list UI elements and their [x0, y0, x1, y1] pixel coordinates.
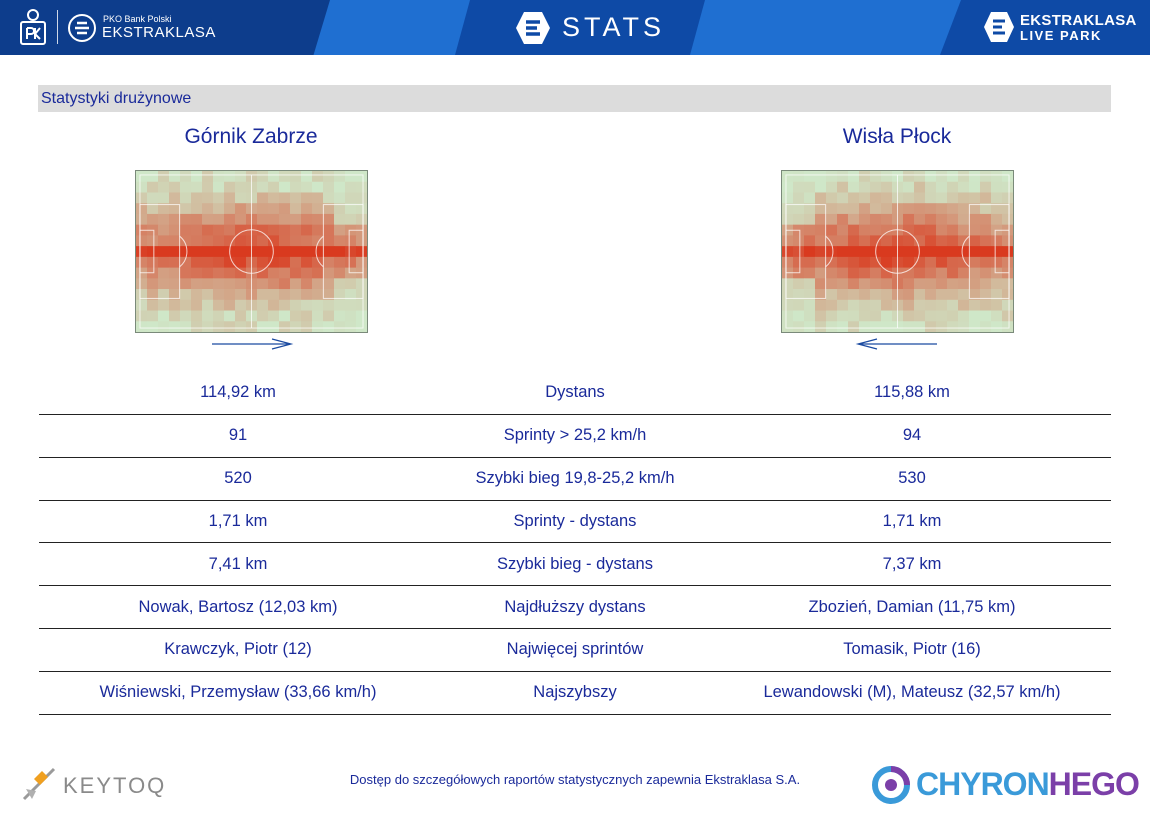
away-heatmap [781, 170, 1014, 333]
stats-row: 114,92 km Dystans 115,88 km [39, 371, 1111, 415]
bank-label: PKO Bank Polski [103, 14, 172, 24]
stat-home-value: 114,92 km [200, 383, 276, 401]
stat-label: Sprinty - dystans [513, 511, 637, 530]
stat-label: Sprinty > 25,2 km/h [503, 426, 647, 445]
stat-label: Dystans [545, 383, 605, 401]
chyronhego-logo-icon [872, 766, 910, 804]
stat-home-value: 91 [228, 426, 248, 445]
ekstraklasa-shield-icon [68, 14, 96, 42]
stat-label: Najszybszy [533, 683, 617, 702]
away-direction-arrow-icon [855, 338, 937, 350]
stat-away-value: Tomasik, Piotr (16) [843, 640, 981, 659]
stat-home-value: 520 [224, 469, 252, 488]
keytoq-logo-text: KEYTOQ [63, 773, 167, 798]
stat-away-value: 94 [902, 426, 922, 445]
away-team-name: Wisła Płock [842, 125, 952, 148]
stat-away-value: Lewandowski (M), Mateusz (32,57 km/h) [763, 683, 1061, 702]
app-title: STATS [562, 12, 666, 42]
livepark-title: EKSTRAKLASA [1020, 12, 1137, 29]
footer-note: Dostęp do szczegółowych raportów statyst… [349, 772, 801, 787]
stat-away-value: 115,88 km [874, 383, 950, 401]
stats-row: 1,71 km Sprinty - dystans 1,71 km [39, 501, 1111, 544]
livepark-subtitle: LIVE PARK [1020, 28, 1102, 43]
stats-e-icon [516, 12, 550, 44]
stats-row: Nowak, Bartosz (12,03 km) Najdłuższy dyst… [39, 586, 1111, 629]
stat-away-value: 7,37 km [882, 554, 942, 573]
stat-away-value: Zbozień, Damian (11,75 km) [808, 597, 1016, 616]
stat-away-value: 1,71 km [882, 511, 942, 530]
chyronhego-logo-text: CHYRONHEGO [916, 766, 1140, 802]
keytoq-logo-icon [22, 767, 56, 801]
home-team-name: Górnik Zabrze [184, 125, 318, 148]
stat-home-value: 7,41 km [208, 554, 268, 573]
stats-table: 114,92 km Dystans 115,88 km 91 Sprinty > 25,… [39, 371, 1111, 715]
pko-logo-icon [20, 9, 46, 45]
stat-home-value: Nowak, Bartosz (12,03 km) [138, 597, 338, 616]
stats-row: 520 Szybki bieg 19,8-25,2 km/h 530 [39, 458, 1111, 501]
header-bar: PKO Bank Polski EKSTRAKLASA STATS EKSTRA… [0, 0, 1150, 55]
stat-label: Szybki bieg - dystans [497, 554, 653, 573]
home-heatmap [135, 170, 368, 333]
livepark-e-icon [984, 12, 1014, 42]
stats-row: Wiśniewski, Przemysław (33,66 km/h) Najsz… [39, 672, 1111, 715]
stat-label: Szybki bieg 19,8-25,2 km/h [475, 469, 675, 488]
stats-row: 91 Sprinty > 25,2 km/h 94 [39, 415, 1111, 458]
home-direction-arrow-icon [212, 338, 294, 350]
stat-home-value: Wiśniewski, Przemysław (33,66 km/h) [99, 683, 377, 702]
stat-home-value: Krawczyk, Piotr (12) [164, 640, 312, 659]
stat-away-value: 530 [898, 469, 926, 488]
stat-home-value: 1,71 km [208, 511, 268, 530]
stats-row: 7,41 km Szybki bieg - dystans 7,37 km [39, 543, 1111, 587]
stat-label: Najwięcej sprintów [506, 640, 644, 659]
stats-row: Krawczyk, Piotr (12) Najwięcej sprintów To… [39, 629, 1111, 672]
section-title: Statystyki drużynowe [38, 85, 1111, 112]
league-name: EKSTRAKLASA [102, 24, 216, 41]
stat-label: Najdłuższy dystans [504, 597, 646, 616]
